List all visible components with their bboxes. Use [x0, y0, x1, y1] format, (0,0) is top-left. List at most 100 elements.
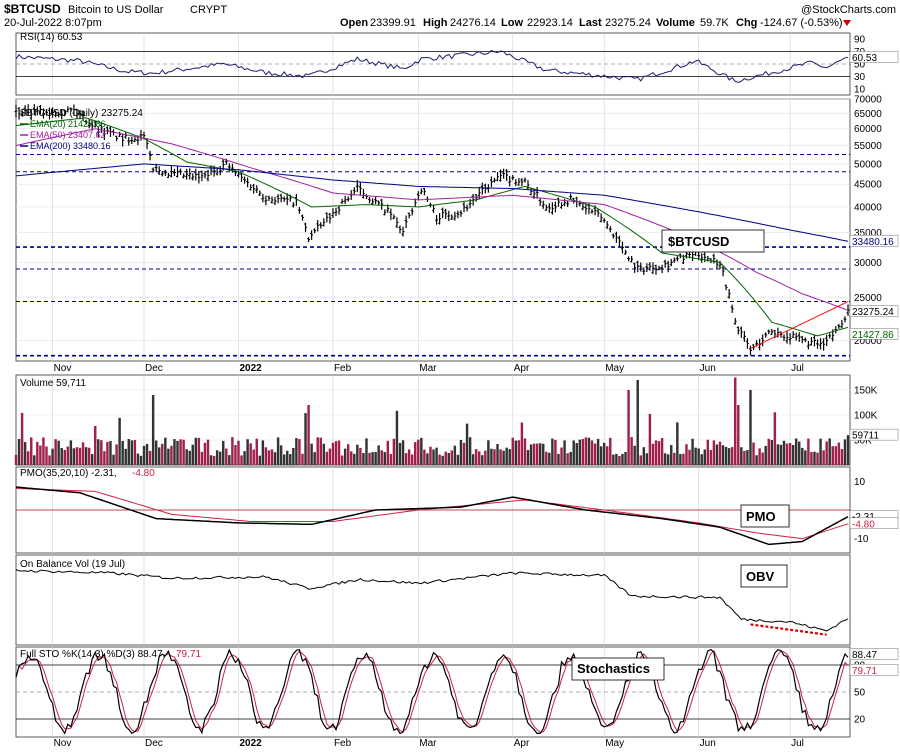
- volume-bar: [133, 440, 137, 465]
- volume-bar: [511, 437, 514, 465]
- volume-bar: [450, 450, 454, 465]
- volume-bar: [773, 412, 777, 465]
- volume-bar: [621, 453, 624, 465]
- volume-bar: [840, 449, 844, 465]
- volume-bar: [386, 440, 390, 465]
- sto-x-tick-label: Apr: [514, 738, 530, 749]
- volume-bar: [615, 453, 618, 465]
- volume-bar: [584, 437, 588, 465]
- volume-bar: [276, 437, 280, 465]
- volume-bar: [718, 441, 722, 465]
- price-x-tick-label: Apr: [514, 363, 530, 374]
- volume-bar: [340, 455, 344, 465]
- obv-panel: [15, 554, 851, 646]
- volume-bar: [81, 442, 85, 465]
- sto-annotation: Stochastics: [571, 657, 665, 681]
- volume-bar: [97, 439, 100, 465]
- last-label: Last: [579, 17, 602, 29]
- obv-legend: On Balance Vol (19 Jul): [20, 559, 125, 570]
- volume-bar: [66, 446, 70, 465]
- volume-bar: [292, 447, 295, 465]
- sto-annotation-text: Stochastics: [577, 661, 650, 676]
- sto-tick-label: 50: [854, 688, 866, 699]
- volume-bar: [106, 441, 109, 465]
- volume-bar: [804, 450, 807, 465]
- volume-bar: [566, 453, 569, 465]
- volume-bar: [673, 452, 676, 465]
- volume-bar: [212, 455, 216, 465]
- volume-bar: [60, 447, 63, 465]
- high-value: 24276.14: [450, 17, 496, 29]
- volume-bar: [45, 446, 48, 465]
- rsi-line: [15, 49, 849, 84]
- rsi-tick-label: 90: [854, 35, 866, 46]
- volume-bar: [136, 453, 140, 465]
- volume-bar: [542, 443, 545, 465]
- volume-bar: [831, 446, 834, 465]
- volume-bar: [444, 451, 447, 465]
- volume-bar: [532, 443, 536, 465]
- volume-bar: [471, 454, 475, 465]
- volume-bar: [438, 454, 441, 465]
- volume-bar: [508, 449, 511, 465]
- volume-bar: [191, 444, 194, 465]
- volume-bar: [752, 442, 755, 465]
- volume-bar: [557, 453, 560, 465]
- volume-bar: [395, 410, 399, 465]
- volume-bar: [581, 439, 585, 465]
- volume-bar: [228, 455, 231, 465]
- volume-bar: [642, 447, 646, 465]
- volume-bar: [599, 446, 603, 465]
- volume-bar: [252, 449, 255, 465]
- volume-bar: [225, 448, 228, 465]
- volume-bar: [36, 441, 39, 465]
- volume-bar: [328, 448, 332, 465]
- price-tick-label: 50000: [854, 159, 882, 170]
- sto-x-tick-label: Feb: [334, 738, 352, 749]
- volume-bar: [130, 440, 134, 465]
- volume-tag: 59711: [849, 428, 899, 442]
- volume-bar: [365, 438, 368, 465]
- volume-bar: [377, 445, 380, 465]
- volume-bar: [301, 453, 304, 465]
- last-price-tag-box: [849, 305, 899, 317]
- volume-bar: [435, 447, 438, 465]
- volume-bar: [170, 445, 173, 465]
- volume-bar: [459, 439, 463, 465]
- volume-bar: [84, 447, 88, 465]
- volume-bar: [630, 437, 633, 465]
- volume-bar: [261, 440, 265, 465]
- volume-bar: [523, 438, 527, 465]
- volume-bar: [721, 445, 725, 465]
- volume-bar: [407, 449, 411, 465]
- volume-bar: [602, 442, 606, 465]
- volume-bar: [554, 439, 557, 465]
- volume-bar: [538, 443, 542, 465]
- volume-panel: [14, 374, 851, 466]
- price-x-tick-label: Nov: [54, 363, 72, 374]
- volume-bar: [115, 444, 118, 465]
- volume-bar: [173, 439, 176, 465]
- price-tick-label: 45000: [854, 180, 882, 191]
- trend-line: [750, 301, 849, 350]
- price-tick-label: 60000: [854, 124, 882, 135]
- volume-bar: [700, 454, 703, 465]
- chart-date: 20-Jul-2022 8:07pm: [4, 17, 102, 29]
- ema200-legend: EMA(200) 33480.16: [30, 141, 111, 151]
- sto-annotation-box: [571, 657, 665, 681]
- volume-bar: [545, 451, 548, 465]
- volume-bar: [51, 448, 54, 465]
- sto-d-tag: 79.71: [849, 664, 899, 677]
- chg-label: Chg: [736, 17, 757, 29]
- volume-bar: [697, 448, 700, 465]
- volume-bar: [78, 447, 82, 465]
- volume-bar: [112, 454, 115, 465]
- volume-bar: [72, 448, 76, 465]
- volume-bar: [267, 450, 271, 465]
- volume-bar: [30, 437, 33, 465]
- volume-bar: [843, 439, 847, 465]
- volume-bar: [231, 437, 234, 465]
- volume-bar: [69, 440, 73, 465]
